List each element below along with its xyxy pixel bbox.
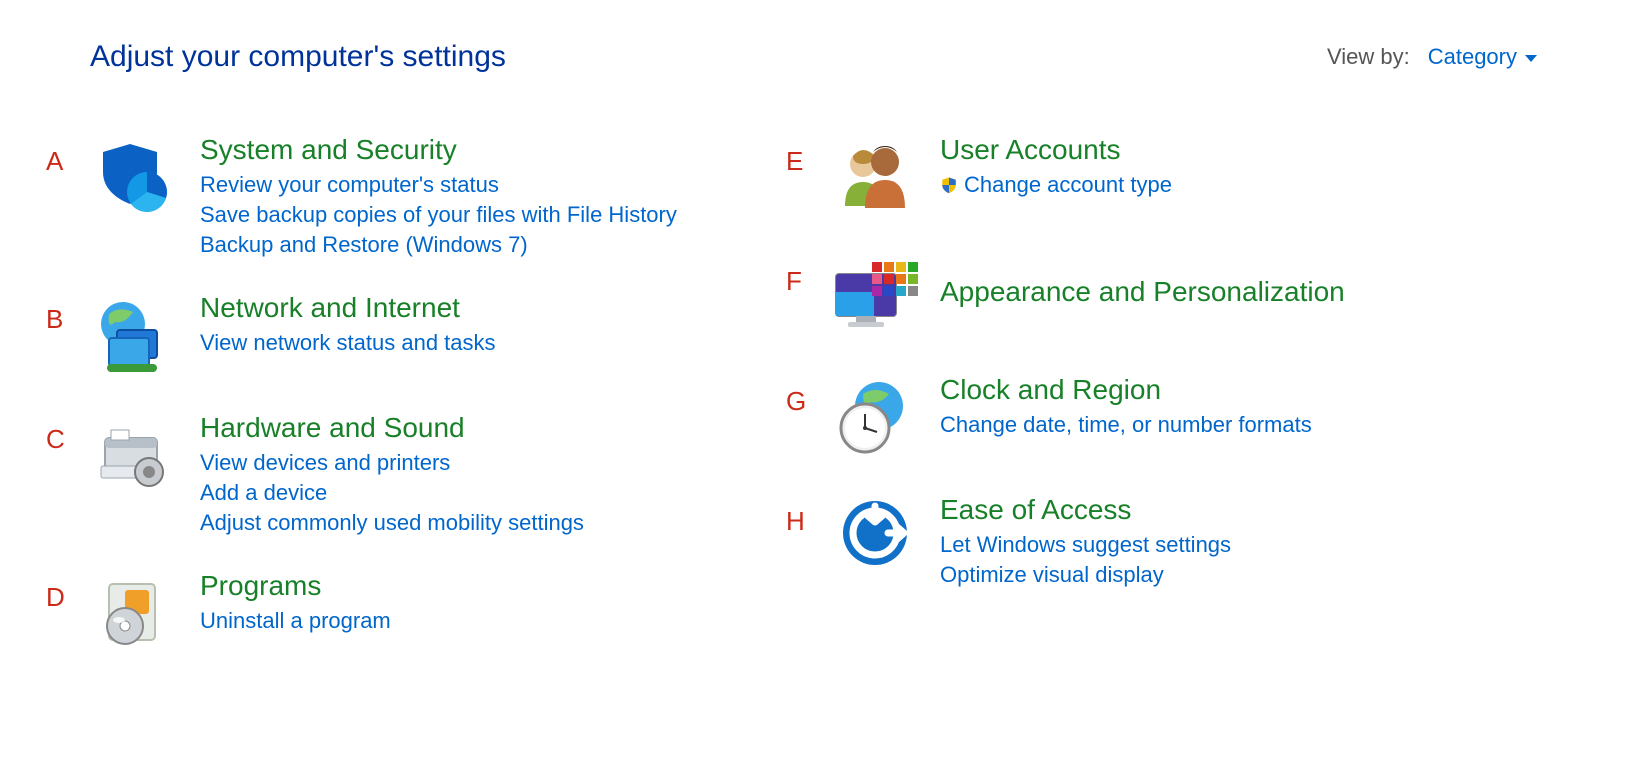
annotation-letter: D xyxy=(46,582,65,613)
annotation-letter: F xyxy=(786,266,802,297)
annotation-letter: C xyxy=(46,424,65,455)
category-title[interactable]: User Accounts xyxy=(940,134,1172,166)
category-title[interactable]: Clock and Region xyxy=(940,374,1312,406)
control-panel-home: Adjust your computer's settings View by:… xyxy=(0,0,1627,730)
user-accounts-icon[interactable] xyxy=(830,134,920,224)
category-network-internet: B Network and Internet View network stat… xyxy=(90,292,790,382)
sublink[interactable]: Review your computer's status xyxy=(200,172,677,198)
category-text: Hardware and Sound View devices and prin… xyxy=(200,412,584,540)
category-ease-of-access: H Ease of Access Let Windows suggest set… xyxy=(830,494,1490,592)
category-hardware-sound: C Hardware and Sound View devices and pr… xyxy=(90,412,790,540)
appearance-icon[interactable] xyxy=(830,254,920,344)
view-by-value: Category xyxy=(1428,44,1517,70)
sublink[interactable]: Add a device xyxy=(200,480,584,506)
annotation-letter: G xyxy=(786,386,806,417)
view-by-control: View by: Category xyxy=(1327,44,1537,70)
system-security-icon[interactable] xyxy=(90,134,180,224)
annotation-letter: H xyxy=(786,506,805,537)
category-title[interactable]: Ease of Access xyxy=(940,494,1231,526)
category-clock-region: G Clock and Region Change date, time, or xyxy=(830,374,1490,464)
category-text: Ease of Access Let Windows suggest setti… xyxy=(940,494,1231,592)
category-system-security: A System and Security Review your comput… xyxy=(90,134,790,262)
category-text: Clock and Region Change date, time, or n… xyxy=(940,374,1312,442)
column-left: A System and Security Review your comput… xyxy=(90,134,790,690)
category-title[interactable]: System and Security xyxy=(200,134,677,166)
network-internet-icon[interactable] xyxy=(90,292,180,382)
category-title[interactable]: Network and Internet xyxy=(200,292,496,324)
sublink[interactable]: Save backup copies of your files with Fi… xyxy=(200,202,677,228)
category-text: Programs Uninstall a program xyxy=(200,570,391,638)
sublink[interactable]: View network status and tasks xyxy=(200,330,496,356)
sublink[interactable]: Backup and Restore (Windows 7) xyxy=(200,232,677,258)
sublink[interactable]: Let Windows suggest settings xyxy=(940,532,1231,558)
annotation-letter: B xyxy=(46,304,63,335)
page-title: Adjust your computer's settings xyxy=(90,40,506,74)
category-grid: A System and Security Review your comput… xyxy=(90,134,1537,690)
sublink[interactable]: Uninstall a program xyxy=(200,608,391,634)
programs-icon[interactable] xyxy=(90,570,180,660)
sublink[interactable]: Adjust commonly used mobility settings xyxy=(200,510,584,536)
category-text: Appearance and Personalization xyxy=(940,254,1345,314)
view-by-label: View by: xyxy=(1327,44,1410,70)
category-title[interactable]: Appearance and Personalization xyxy=(940,276,1345,308)
header: Adjust your computer's settings View by:… xyxy=(90,40,1537,74)
category-user-accounts: E User Accounts xyxy=(830,134,1490,224)
sublink[interactable]: Optimize visual display xyxy=(940,562,1231,588)
clock-region-icon[interactable] xyxy=(830,374,920,464)
column-right: E User Accounts xyxy=(830,134,1490,690)
category-programs: D Programs Uninstall a program xyxy=(90,570,790,660)
sublink[interactable]: Change account type xyxy=(940,172,1172,198)
hardware-sound-icon[interactable] xyxy=(90,412,180,502)
category-text: System and Security Review your computer… xyxy=(200,134,677,262)
uac-shield-icon xyxy=(940,176,958,194)
category-text: Network and Internet View network status… xyxy=(200,292,496,360)
ease-of-access-icon[interactable] xyxy=(830,494,920,584)
sublink[interactable]: Change date, time, or number formats xyxy=(940,412,1312,438)
annotation-letter: A xyxy=(46,146,63,177)
view-by-dropdown[interactable]: Category xyxy=(1428,44,1537,70)
annotation-letter: E xyxy=(786,146,803,177)
category-appearance: F xyxy=(830,254,1490,344)
chevron-down-icon xyxy=(1525,55,1537,62)
category-text: User Accounts Change account type xyxy=(940,134,1172,202)
category-title[interactable]: Hardware and Sound xyxy=(200,412,584,444)
category-title[interactable]: Programs xyxy=(200,570,391,602)
sublink[interactable]: View devices and printers xyxy=(200,450,584,476)
